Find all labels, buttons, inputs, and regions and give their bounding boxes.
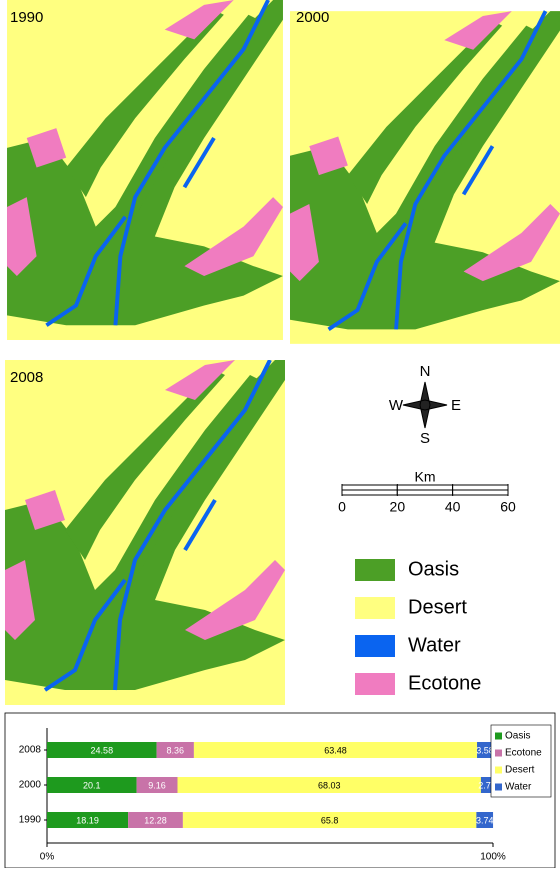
y-tick-label: 1990 — [19, 815, 42, 826]
bar-value-label: 63.48 — [324, 745, 347, 755]
legend-label: Ecotone — [408, 672, 481, 694]
x-tick-label: 100% — [480, 852, 506, 863]
legend-label: Ecotone — [505, 748, 542, 759]
legend-label: Desert — [505, 765, 535, 776]
legend-swatch — [355, 597, 395, 619]
bar-value-label: 8.36 — [167, 745, 185, 755]
bar-value-label: 9.16 — [148, 780, 166, 790]
compass: N S W E — [389, 363, 461, 447]
legend-swatch — [495, 784, 502, 791]
legend-label: Water — [408, 634, 461, 656]
figure: 1990 2000 2008 N S W E Km 0 20 40 60 Oasis D… — [0, 0, 560, 868]
bar-value-label: 65.8 — [321, 815, 339, 825]
compass-s: S — [420, 430, 430, 447]
scale-segment — [453, 490, 508, 495]
legend-swatch — [355, 673, 395, 695]
scale-segment — [342, 490, 397, 495]
bar-value-label: 18.19 — [76, 815, 99, 825]
legend-label: Oasis — [408, 558, 459, 580]
map-year: 1990 — [10, 9, 43, 26]
scale-segment — [342, 485, 397, 490]
bar-value-label: 3.74 — [476, 815, 494, 825]
map-year: 2000 — [296, 9, 329, 26]
legend-swatch — [495, 733, 502, 740]
scale-segment — [397, 490, 452, 495]
scale-label: 20 — [390, 499, 406, 515]
legend-label: Desert — [408, 596, 467, 618]
compass-w: W — [389, 397, 404, 414]
scale-bar: 0 20 40 60 — [338, 484, 516, 515]
legend-label: Oasis — [505, 731, 531, 742]
legend-swatch — [495, 750, 502, 757]
compass-e: E — [451, 397, 461, 414]
legend-label: Water — [505, 782, 532, 793]
bar-value-label: 68.03 — [318, 780, 341, 790]
compass-n: N — [420, 363, 431, 380]
scale-unit: Km — [415, 469, 436, 485]
bar-value-label: 20.1 — [83, 780, 101, 790]
map-year: 2008 — [10, 369, 43, 386]
scale-segment — [397, 485, 452, 490]
legend-swatch — [495, 767, 502, 774]
scale-label: 40 — [445, 499, 461, 515]
y-tick-label: 2000 — [19, 780, 42, 791]
map-legend: Oasis Desert Water Ecotone — [355, 558, 481, 695]
y-tick-label: 2008 — [19, 745, 42, 756]
scale-segment — [453, 485, 508, 490]
map-2000 — [290, 11, 560, 344]
map-2008 — [5, 360, 285, 705]
bar-value-label: 12.28 — [144, 815, 167, 825]
scale-label: 60 — [500, 499, 516, 515]
map-1990 — [7, 0, 283, 340]
legend-swatch — [355, 635, 395, 657]
legend-swatch — [355, 559, 395, 581]
scale-label: 0 — [338, 499, 346, 515]
x-tick-label: 0% — [40, 852, 55, 863]
bar-value-label: 24.58 — [91, 745, 114, 755]
